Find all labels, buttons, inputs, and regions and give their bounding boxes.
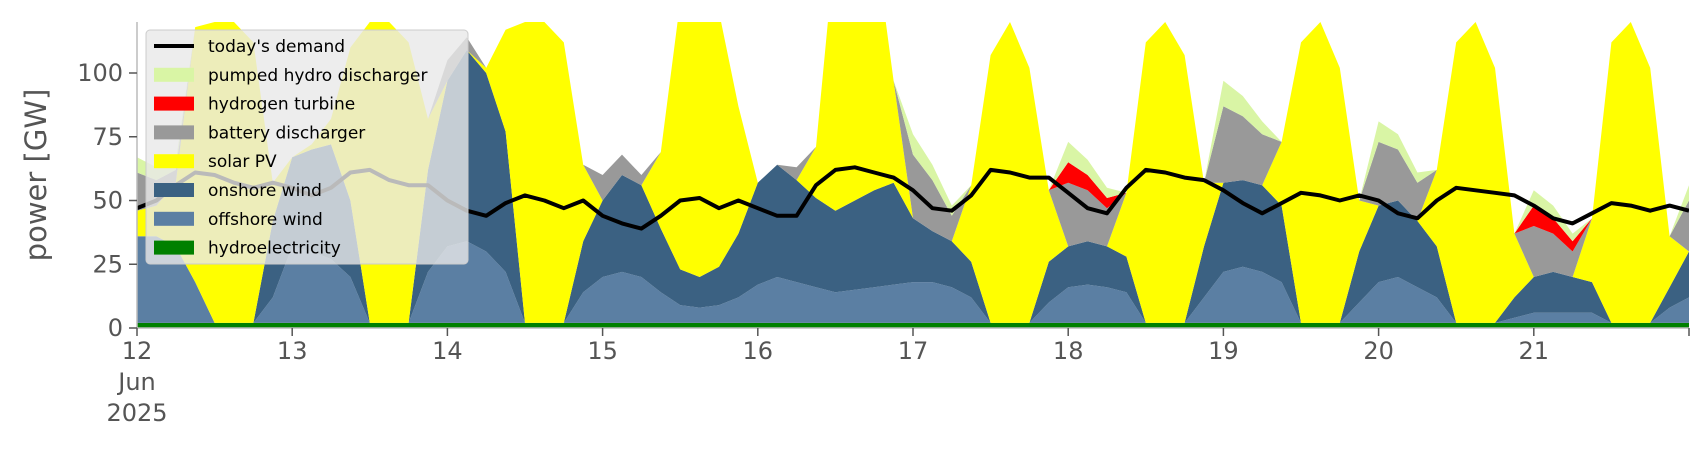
legend-swatch-solar-pv	[154, 154, 194, 169]
stacked-areas	[137, 22, 1689, 328]
x-tick-label: 17	[898, 337, 929, 365]
y-tick-label: 100	[77, 59, 123, 87]
x-tick-label: 15	[587, 337, 618, 365]
legend-label: hydroelectricity	[208, 239, 341, 259]
x-tick-label: 20	[1363, 337, 1394, 365]
legend-swatch-battery-discharger	[154, 125, 194, 140]
x-tick-label: 18	[1053, 337, 1084, 365]
area-pumped-hydro-discharger	[137, 22, 1689, 242]
legend-label: pumped hydro discharger	[208, 66, 427, 86]
y-axis-title: power [GW]	[19, 89, 53, 262]
legend-swatch-offshore-wind	[154, 211, 194, 226]
x-tick-label: 12	[122, 337, 153, 365]
area-hydroelectricity	[137, 322, 1689, 328]
y-tick-label: 50	[92, 187, 123, 215]
legend: today's demand pumped hydro discharger hyd…	[145, 29, 469, 265]
y-axis: 0 25 50 75 100	[77, 22, 138, 342]
y-tick-label: 25	[92, 250, 123, 278]
area-offshore-wind	[137, 236, 1689, 323]
legend-label: offshore wind	[208, 210, 323, 230]
x-tick-label: 2025	[106, 399, 167, 427]
x-tick-label: Jun	[116, 368, 156, 396]
legend-swatch-hydroelectricity	[154, 240, 194, 255]
x-tick-label: 21	[1519, 337, 1550, 365]
x-tick-label: 16	[743, 337, 774, 365]
x-tick-label: 13	[277, 337, 308, 365]
area-solar-pv	[137, 22, 1689, 323]
legend-label: hydrogen turbine	[208, 95, 355, 115]
legend-swatch-pumped-hydro-discharger	[154, 67, 194, 82]
legend-label: today's demand	[208, 37, 345, 57]
legend-swatch-hydrogen-turbine	[154, 96, 194, 111]
legend-box	[145, 29, 469, 265]
x-axis: 12 Jun 2025 13 14 15 16 17 18 19 20 21	[106, 327, 1690, 427]
x-tick-label: 14	[432, 337, 463, 365]
legend-swatch-onshore-wind	[154, 183, 194, 197]
y-tick-label: 75	[92, 123, 123, 151]
x-tick-label: 19	[1208, 337, 1239, 365]
legend-label: battery discharger	[208, 123, 365, 143]
legend-label: solar PV	[208, 152, 277, 172]
legend-label: onshore wind	[208, 181, 322, 201]
y-tick-label: 0	[108, 314, 123, 342]
area-battery-discharger	[137, 22, 1689, 277]
